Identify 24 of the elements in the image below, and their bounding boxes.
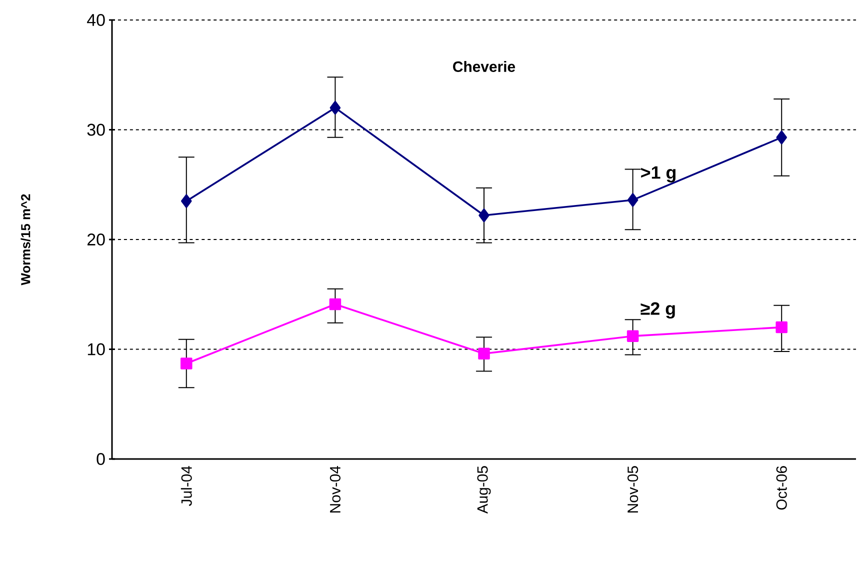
x-tick-label: Nov-05 — [628, 466, 638, 512]
point — [181, 194, 192, 208]
point — [776, 321, 788, 334]
x-tick-label: Nov-04 — [330, 466, 340, 512]
y-tick-label: 30 — [87, 124, 105, 136]
point — [329, 298, 342, 310]
series-label: ≥2 g — [640, 302, 675, 319]
point — [478, 208, 490, 222]
y-axis-title: Worms/15 m^2 — [20, 194, 30, 286]
point — [478, 348, 490, 360]
x-tick-label: Oct-06 — [776, 466, 787, 510]
point — [626, 330, 639, 342]
point — [776, 130, 787, 144]
y-tick-label: 10 — [88, 343, 105, 356]
x-tick-label: Jul-04 — [180, 466, 192, 506]
point — [330, 100, 341, 115]
y-tick-label: 40 — [87, 14, 105, 26]
text: Cheverie — [453, 60, 516, 72]
x-tick-label: Aug-05 — [477, 466, 491, 514]
point — [627, 193, 638, 207]
y-tick-label: 20 — [88, 234, 105, 246]
point — [180, 358, 192, 370]
y-tick-label: 0 — [96, 453, 105, 465]
series-label: >1 g — [641, 166, 676, 182]
